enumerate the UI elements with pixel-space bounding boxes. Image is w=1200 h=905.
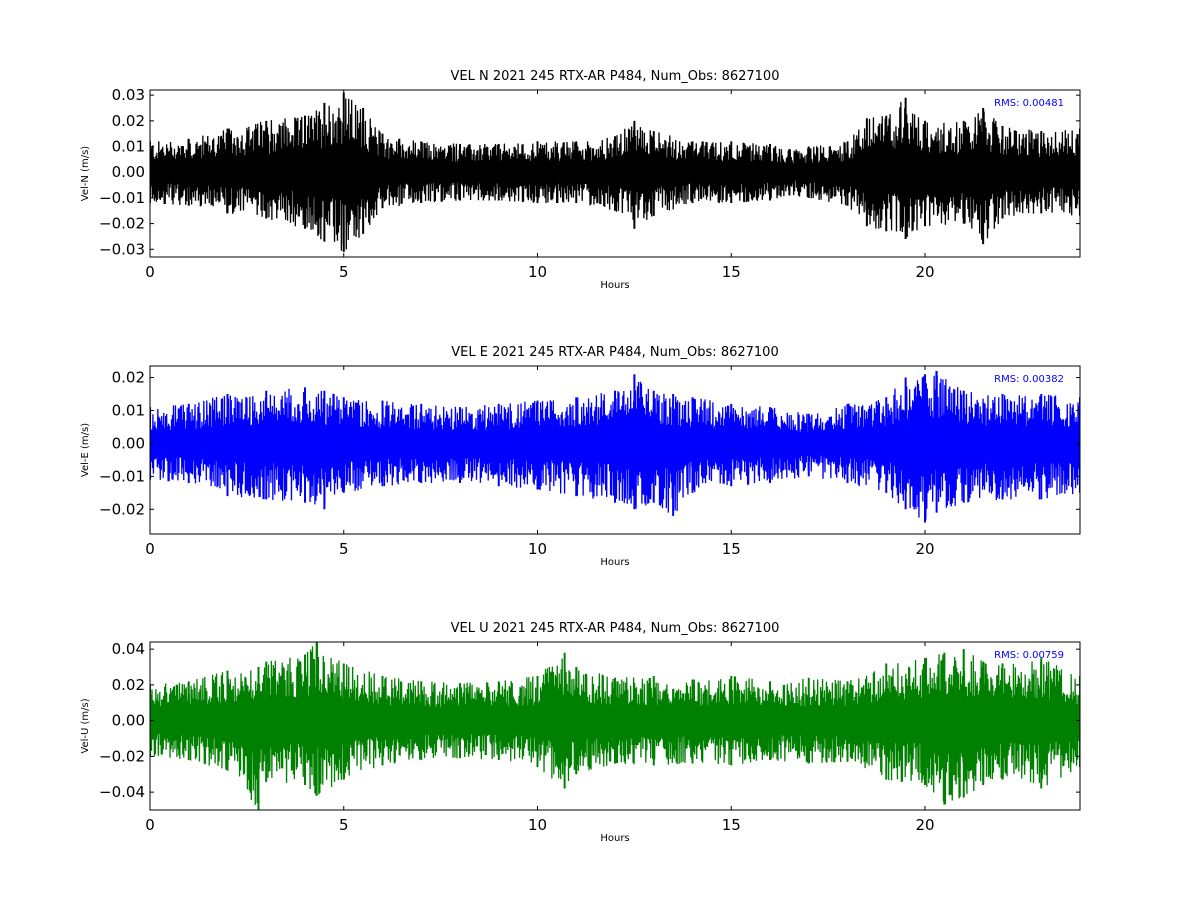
x-tick-label: 15: [722, 263, 741, 281]
x-axis-label: Hours: [600, 280, 629, 291]
chart-title: VEL E 2021 245 RTX-AR P484, Num_Obs: 862…: [451, 345, 778, 360]
y-tick-label: −0.02: [99, 500, 145, 518]
chart-title: VEL U 2021 245 RTX-AR P484, Num_Obs: 862…: [451, 621, 780, 636]
x-tick-label: 10: [528, 816, 547, 834]
y-axis-label: Vel-E (m/s): [80, 423, 91, 477]
y-axis-label: Vel-N (m/s): [80, 146, 91, 201]
y-tick-label: 0.00: [112, 434, 145, 452]
y-tick-label: 0.00: [112, 712, 145, 730]
y-axis-label: Vel-U (m/s): [80, 698, 91, 753]
x-tick-label: 20: [915, 263, 934, 281]
y-tick-label: −0.02: [99, 747, 145, 765]
rms-annotation: RMS: 0.00382: [994, 374, 1064, 385]
x-tick-label: 0: [145, 263, 155, 281]
y-tick-label: −0.04: [99, 783, 145, 801]
axes-frame: [149, 89, 1081, 258]
x-tick-label: 15: [722, 540, 741, 558]
y-tick-label: 0.02: [112, 369, 145, 387]
y-tick-label: 0.04: [112, 640, 145, 658]
y-tick-label: −0.01: [99, 467, 145, 485]
x-tick-label: 10: [528, 540, 547, 558]
y-tick-label: 0.02: [112, 112, 145, 130]
y-tick-label: −0.03: [99, 240, 145, 258]
y-tick-label: 0.02: [112, 676, 145, 694]
x-tick-label: 5: [339, 263, 349, 281]
rms-annotation: RMS: 0.00759: [994, 650, 1064, 661]
y-tick-label: −0.01: [99, 189, 145, 207]
panel-north: 0 5 10 15 20 −0.03 −0.02 −0.01 0.00 0.01 0.02 0.03 V…: [80, 69, 1081, 291]
x-tick-label: 0: [145, 540, 155, 558]
axes-frame: [149, 641, 1081, 811]
axes-frame: [149, 365, 1081, 535]
y-tick-label: 0.03: [112, 86, 145, 104]
y-tick-label: 0.00: [112, 163, 145, 181]
panel-east: 0 5 10 15 20 −0.02 −0.01 0.00 0.01 0.02 VEL E 2021…: [80, 345, 1081, 568]
y-tick-label: 0.01: [112, 138, 145, 156]
y-tick-label: 0.01: [112, 401, 145, 419]
x-tick-label: 5: [339, 540, 349, 558]
x-tick-label: 20: [915, 816, 934, 834]
x-tick-label: 20: [915, 540, 934, 558]
x-axis-label: Hours: [600, 557, 629, 568]
x-tick-label: 15: [722, 816, 741, 834]
x-tick-label: 0: [145, 816, 155, 834]
x-axis-label: Hours: [600, 833, 629, 844]
chart-title: VEL N 2021 245 RTX-AR P484, Num_Obs: 862…: [451, 69, 780, 84]
rms-annotation: RMS: 0.00481: [994, 98, 1064, 109]
panel-up: 0 5 10 15 20 −0.04 −0.02 0.00 0.02 0.04 VEL U 2021…: [80, 621, 1081, 844]
x-tick-label: 5: [339, 816, 349, 834]
x-tick-label: 10: [528, 263, 547, 281]
y-tick-label: −0.02: [99, 215, 145, 233]
